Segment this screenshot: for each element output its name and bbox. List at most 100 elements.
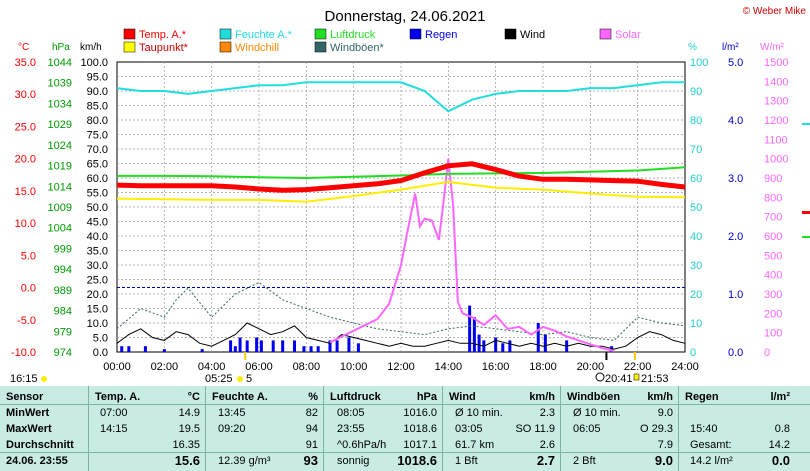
rain-bar: [477, 334, 481, 352]
tick-label-hum: 0: [690, 347, 696, 359]
stat-cell: 91: [305, 439, 318, 451]
stat-cell: 82: [305, 407, 318, 419]
stat-cell: 14.2 l/m²: [690, 455, 733, 467]
wind-line: [116, 322, 686, 350]
tick-label-wind: 10.0: [87, 318, 108, 330]
series-solar: [329, 158, 615, 352]
left-sun-icon: [41, 376, 47, 382]
table-divider: [678, 386, 679, 471]
stat-cell: 1018.6: [397, 453, 437, 468]
tick-label-wind: 90.0: [87, 86, 108, 98]
series-tempa: [116, 161, 686, 193]
stat-cell: 0.8: [774, 423, 790, 435]
rain-bar: [356, 343, 360, 352]
tick-label-press: 1034: [48, 98, 72, 110]
row-label: MaxWert: [6, 423, 52, 435]
stat-cell: 16.35: [172, 439, 200, 451]
chart-title: Donnerstag, 24.06.2021: [325, 8, 486, 25]
tick-label-wind: 85.0: [87, 101, 108, 113]
tick-label-press: 1039: [48, 78, 72, 90]
header-hum-unit: %: [308, 391, 318, 403]
stat-cell: ^0.6hPa/h: [337, 439, 387, 451]
rain-bar: [309, 346, 313, 352]
header-wind-unit: km/h: [529, 391, 555, 403]
tick-label-hum: 20: [690, 289, 702, 301]
stat-cell: 2.7: [536, 453, 555, 468]
header-sensor: Sensor: [6, 391, 44, 403]
table-divider: [323, 386, 324, 471]
tick-label-wind: 95.0: [87, 72, 108, 84]
row-label: Durchschnitt: [6, 439, 74, 451]
tick-label-press: 984: [54, 306, 72, 318]
legend: Temp. A.* Feuchte A.* Luftdruck Regen Wind So…: [123, 28, 641, 54]
table-divider: [205, 386, 206, 471]
tick-label-hum: 90: [690, 86, 702, 98]
rain-bar: [468, 305, 472, 352]
stat-cell: 7.9: [657, 439, 673, 451]
stat-cell: 1017.1: [403, 439, 437, 451]
stat-cell: 15:40: [690, 423, 718, 435]
header-wind: Wind: [449, 391, 476, 403]
x-tick-label: 18:00: [529, 361, 557, 373]
moon-icon: [595, 372, 605, 382]
tick-label-temp: 10.0: [15, 218, 36, 230]
tick-label-wind: 100.0: [80, 57, 108, 69]
x-tick-label: 10:00: [340, 361, 368, 373]
rain-bar: [472, 317, 476, 352]
left-marker: 5: [246, 373, 252, 385]
legend-swatch: [314, 28, 327, 40]
tick-label-wind: 25.0: [87, 275, 108, 287]
rain-bar: [245, 340, 249, 352]
row-label: 24.06. 23:55: [6, 455, 68, 467]
tick-label-press: 1044: [48, 57, 72, 69]
tick-label-rain: 3.0: [728, 173, 743, 185]
stat-cell: 2 Bft: [573, 455, 596, 467]
axis-unit-rain: l/m²: [722, 42, 739, 53]
legend-label: Wind: [520, 29, 545, 41]
legend-label: Windchill: [235, 42, 279, 54]
stat-cell: 12.39 g/m³: [218, 455, 271, 467]
tick-label-hum: 100: [690, 57, 708, 69]
stat-cell: 14.9: [178, 407, 200, 419]
tick-label-solar: 1300: [764, 96, 788, 108]
axis-ticks: 35.0 30.0 25.0 20.0 15.0 10.0 5.0 0.0 -5.0 -10.0 1…: [11, 57, 789, 373]
header-press-unit: hPa: [416, 391, 437, 403]
tick-label-temp: 30.0: [15, 89, 36, 101]
tick-label-solar: 200: [764, 308, 782, 320]
stat-cell: 03:05: [455, 423, 483, 435]
axis-unit-temp: °C: [18, 42, 29, 53]
legend-label: Regen: [425, 29, 457, 41]
tick-label-wind: 50.0: [87, 202, 108, 214]
tick-label-wind: 0.0: [93, 347, 108, 359]
stat-cell: 06:05: [573, 423, 601, 435]
tick-label-wind: 30.0: [87, 260, 108, 272]
stat-cell: sonnig: [337, 455, 370, 467]
stat-cell: 2.3: [539, 407, 555, 419]
tick-label-wind: 60.0: [87, 173, 108, 185]
stat-cell: Ø 10 min.: [573, 407, 621, 419]
stat-cell: 14.2: [768, 439, 790, 451]
rain-bar: [127, 346, 131, 352]
tick-label-press: 1004: [48, 223, 72, 235]
rain-bar: [302, 346, 306, 352]
row-label: MinWert: [6, 407, 50, 419]
grid: [116, 61, 686, 353]
tick-label-wind: 15.0: [87, 304, 108, 316]
tick-label-temp: -5.0: [17, 315, 36, 327]
header-rain: Regen: [685, 391, 719, 403]
tick-label-press: 999: [54, 243, 72, 255]
sunrise-time: 05:25: [205, 373, 233, 385]
x-tick-label: 20:00: [577, 361, 605, 373]
stat-cell: 08:05: [337, 407, 365, 419]
rain-bar: [229, 340, 233, 352]
sunset-icon: [633, 373, 640, 381]
rain-bar: [162, 349, 166, 352]
tick-label-wind: 45.0: [87, 217, 108, 229]
tick-label-solar: 500: [764, 250, 782, 262]
rain-bar: [238, 337, 242, 352]
stat-cell: 19.5: [178, 423, 200, 435]
right-hum-indicator: [802, 123, 810, 125]
tick-label-solar: 100: [764, 328, 782, 340]
tick-label-press: 989: [54, 285, 72, 297]
tick-label-temp: 20.0: [15, 154, 36, 166]
